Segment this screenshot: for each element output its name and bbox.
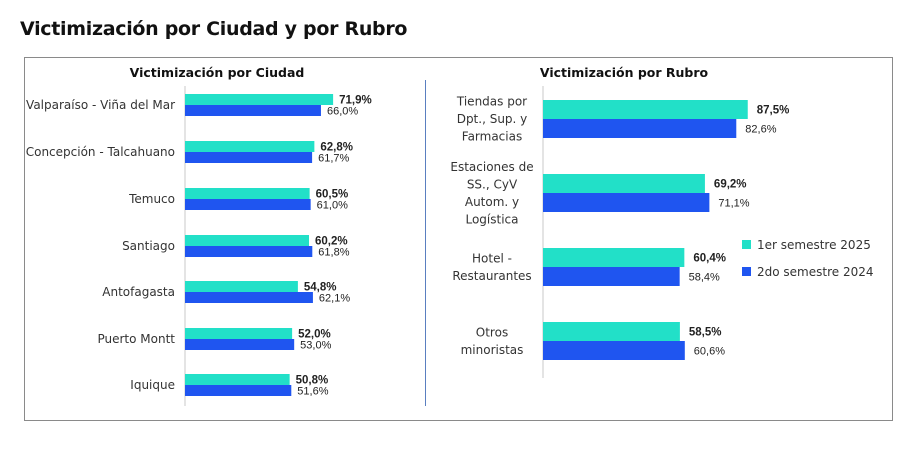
bar-2025 bbox=[543, 174, 705, 193]
category-label: Tiendas por bbox=[456, 95, 527, 109]
category-label: Restaurantes bbox=[452, 269, 531, 283]
chart-title-rubro: Victimización por Rubro bbox=[540, 65, 709, 80]
category-label: Santiago bbox=[122, 239, 175, 253]
category-label: minoristas bbox=[461, 343, 524, 357]
bar-2024 bbox=[543, 341, 685, 360]
data-label: 66,0% bbox=[327, 106, 358, 118]
bar-2024 bbox=[185, 292, 313, 303]
category-label: Iquique bbox=[130, 378, 175, 392]
data-label: 60,4% bbox=[693, 253, 726, 265]
bar-2025 bbox=[543, 248, 685, 267]
legend-label: 2do semestre 2024 bbox=[757, 265, 873, 279]
legend-swatch-2025 bbox=[742, 240, 751, 249]
bar-2024 bbox=[185, 105, 321, 116]
bar-2025 bbox=[185, 235, 310, 246]
data-label: 61,8% bbox=[318, 247, 349, 259]
bar-2025 bbox=[185, 374, 290, 385]
category-label: Concepción - Talcahuano bbox=[26, 145, 175, 159]
bar-2024 bbox=[185, 199, 311, 210]
bar-2025 bbox=[543, 322, 680, 341]
category-label: Otros bbox=[476, 325, 508, 339]
bar-2024 bbox=[543, 119, 737, 138]
chart-frame bbox=[24, 57, 893, 421]
category-label: Farmacias bbox=[462, 130, 522, 144]
category-label: Temuco bbox=[128, 192, 175, 206]
data-label: 62,1% bbox=[319, 293, 350, 305]
data-label: 69,2% bbox=[714, 179, 747, 191]
bar-2025 bbox=[185, 281, 298, 292]
data-label: 60,2% bbox=[315, 236, 348, 248]
chart-title-ciudad: Victimización por Ciudad bbox=[130, 65, 305, 80]
panel-divider bbox=[425, 80, 426, 406]
data-label: 51,6% bbox=[297, 386, 328, 398]
data-label: 61,7% bbox=[318, 153, 349, 165]
page-title: Victimización por Ciudad y por Rubro bbox=[20, 18, 408, 40]
legend-swatch-2024 bbox=[742, 267, 751, 276]
bar-2024 bbox=[185, 152, 313, 163]
bar-2025 bbox=[185, 141, 315, 152]
bar-2024 bbox=[185, 385, 292, 396]
data-label: 53,0% bbox=[300, 340, 331, 352]
data-label: 50,8% bbox=[296, 375, 329, 387]
legend-label: 1er semestre 2025 bbox=[757, 238, 871, 252]
data-label: 58,5% bbox=[689, 327, 722, 339]
data-label: 71,9% bbox=[339, 95, 372, 107]
data-label: 60,5% bbox=[316, 189, 349, 201]
bar-2024 bbox=[543, 267, 680, 286]
bar-2025 bbox=[185, 94, 334, 105]
bar-2025 bbox=[185, 328, 293, 339]
data-label: 54,8% bbox=[304, 282, 337, 294]
category-label: SS., CyV bbox=[467, 177, 518, 191]
category-label: Antofagasta bbox=[102, 285, 175, 299]
bar-2024 bbox=[543, 193, 710, 212]
category-label: Logística bbox=[465, 212, 518, 226]
category-label: Autom. y bbox=[465, 195, 519, 209]
data-label: 61,0% bbox=[317, 200, 348, 212]
bar-2024 bbox=[185, 339, 295, 350]
category-label: Hotel - bbox=[472, 251, 512, 265]
data-label: 60,6% bbox=[694, 346, 725, 358]
data-label: 82,6% bbox=[745, 124, 776, 136]
category-label: Dpt., Sup. y bbox=[457, 112, 528, 126]
category-label: Estaciones de bbox=[450, 160, 533, 174]
bar-2024 bbox=[185, 246, 313, 257]
category-label: Valparaíso - Viña del Mar bbox=[26, 98, 175, 112]
data-label: 62,8% bbox=[320, 142, 353, 154]
bar-2025 bbox=[543, 100, 748, 119]
data-label: 71,1% bbox=[718, 198, 749, 210]
data-label: 58,4% bbox=[689, 272, 720, 284]
data-label: 52,0% bbox=[298, 329, 331, 341]
data-label: 87,5% bbox=[757, 105, 790, 117]
bar-2025 bbox=[185, 188, 310, 199]
category-label: Puerto Montt bbox=[97, 332, 175, 346]
